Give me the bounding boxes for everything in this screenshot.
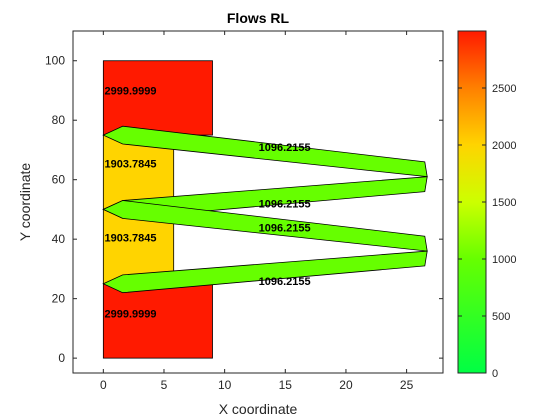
flow-band-4 bbox=[102, 250, 428, 294]
x-axis-label: X coordinate bbox=[219, 401, 298, 417]
y-tick-label: 20 bbox=[52, 292, 66, 306]
flow-band-1 bbox=[102, 125, 428, 178]
x-tick-label: 25 bbox=[400, 378, 414, 392]
colorbar-tick-label: 500 bbox=[492, 311, 510, 323]
flow-value-label-2: 1096.2155 bbox=[259, 198, 311, 210]
x-tick-label: 5 bbox=[161, 378, 168, 392]
colorbar-tick-label: 0 bbox=[492, 368, 498, 380]
flow-value-label-4: 1096.2155 bbox=[259, 276, 311, 288]
colorbar-tick-label: 2500 bbox=[492, 83, 516, 95]
flow-value-label-3: 1096.2155 bbox=[259, 222, 311, 234]
y-axis-label: Y coordinate bbox=[17, 163, 33, 242]
x-tick-label: 10 bbox=[218, 378, 232, 392]
node-value-label-4: 2999.9999 bbox=[105, 309, 157, 321]
colorbar bbox=[457, 30, 487, 374]
y-tick-label: 100 bbox=[45, 54, 65, 68]
colorbar-tick-label: 1000 bbox=[492, 254, 516, 266]
node-value-label-2: 1903.7845 bbox=[105, 158, 157, 170]
chart-title: Flows RL bbox=[227, 10, 290, 26]
colorbar-tick-label: 2000 bbox=[492, 140, 516, 152]
node-value-label-1: 2999.9999 bbox=[105, 85, 157, 97]
flow-band-3 bbox=[102, 200, 428, 252]
y-tick-label: 80 bbox=[52, 113, 66, 127]
axes-box bbox=[72, 30, 444, 374]
node-rect-1 bbox=[102, 60, 213, 136]
y-tick-label: 40 bbox=[52, 232, 66, 246]
x-tick-label: 0 bbox=[100, 378, 107, 392]
node-value-label-3: 1903.7845 bbox=[105, 233, 157, 245]
flow-value-label-1: 1096.2155 bbox=[259, 142, 311, 154]
x-tick-label: 15 bbox=[279, 378, 293, 392]
node-rect-4 bbox=[102, 283, 213, 359]
y-tick-label: 60 bbox=[52, 173, 66, 187]
y-tick-label: 0 bbox=[58, 351, 65, 365]
x-tick-label: 20 bbox=[339, 378, 353, 392]
colorbar-tick-label: 1500 bbox=[492, 197, 516, 209]
